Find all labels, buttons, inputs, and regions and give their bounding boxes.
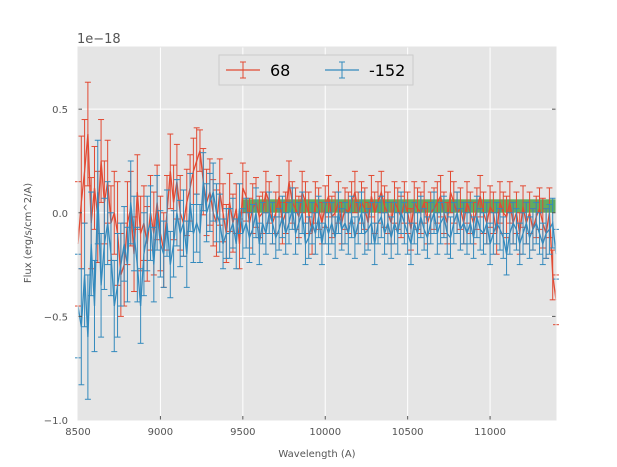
series-line — [77, 181, 557, 338]
series-line — [77, 133, 557, 300]
series-1 — [75, 139, 559, 400]
x-tick-label: 10500 — [392, 427, 424, 438]
offset-label: 1e−18 — [77, 32, 121, 47]
legend-item-0: 68 — [226, 61, 290, 80]
x-tick-label: 11000 — [474, 427, 506, 438]
x-tick-label: 9000 — [148, 427, 173, 438]
x-axis-label: Wavelength (A) — [278, 449, 355, 460]
y-tick-label: 0.0 — [52, 209, 68, 220]
axis-ticks: 8500 9000 9500 10000 10500 11000 −1.0 −0.5 0.0 0.… — [44, 46, 557, 438]
legend-item-1: -152 — [325, 61, 405, 80]
y-tick-label: −0.5 — [44, 312, 68, 323]
series-layer — [75, 81, 559, 400]
legend-label: -152 — [369, 61, 405, 80]
legend-items: 68 -152 — [226, 61, 405, 80]
x-tick-label: 10000 — [309, 427, 341, 438]
y-tick-label: −1.0 — [44, 416, 68, 427]
y-tick-label: 0.5 — [52, 105, 68, 116]
x-tick-label: 8500 — [65, 427, 90, 438]
x-tick-label: 9500 — [230, 427, 255, 438]
legend-label: 68 — [270, 61, 290, 80]
legend: 68 -152 — [218, 54, 414, 86]
plot-border — [77, 46, 557, 421]
y-axis-label: Flux (erg/s/cm^2/A) — [23, 183, 34, 283]
